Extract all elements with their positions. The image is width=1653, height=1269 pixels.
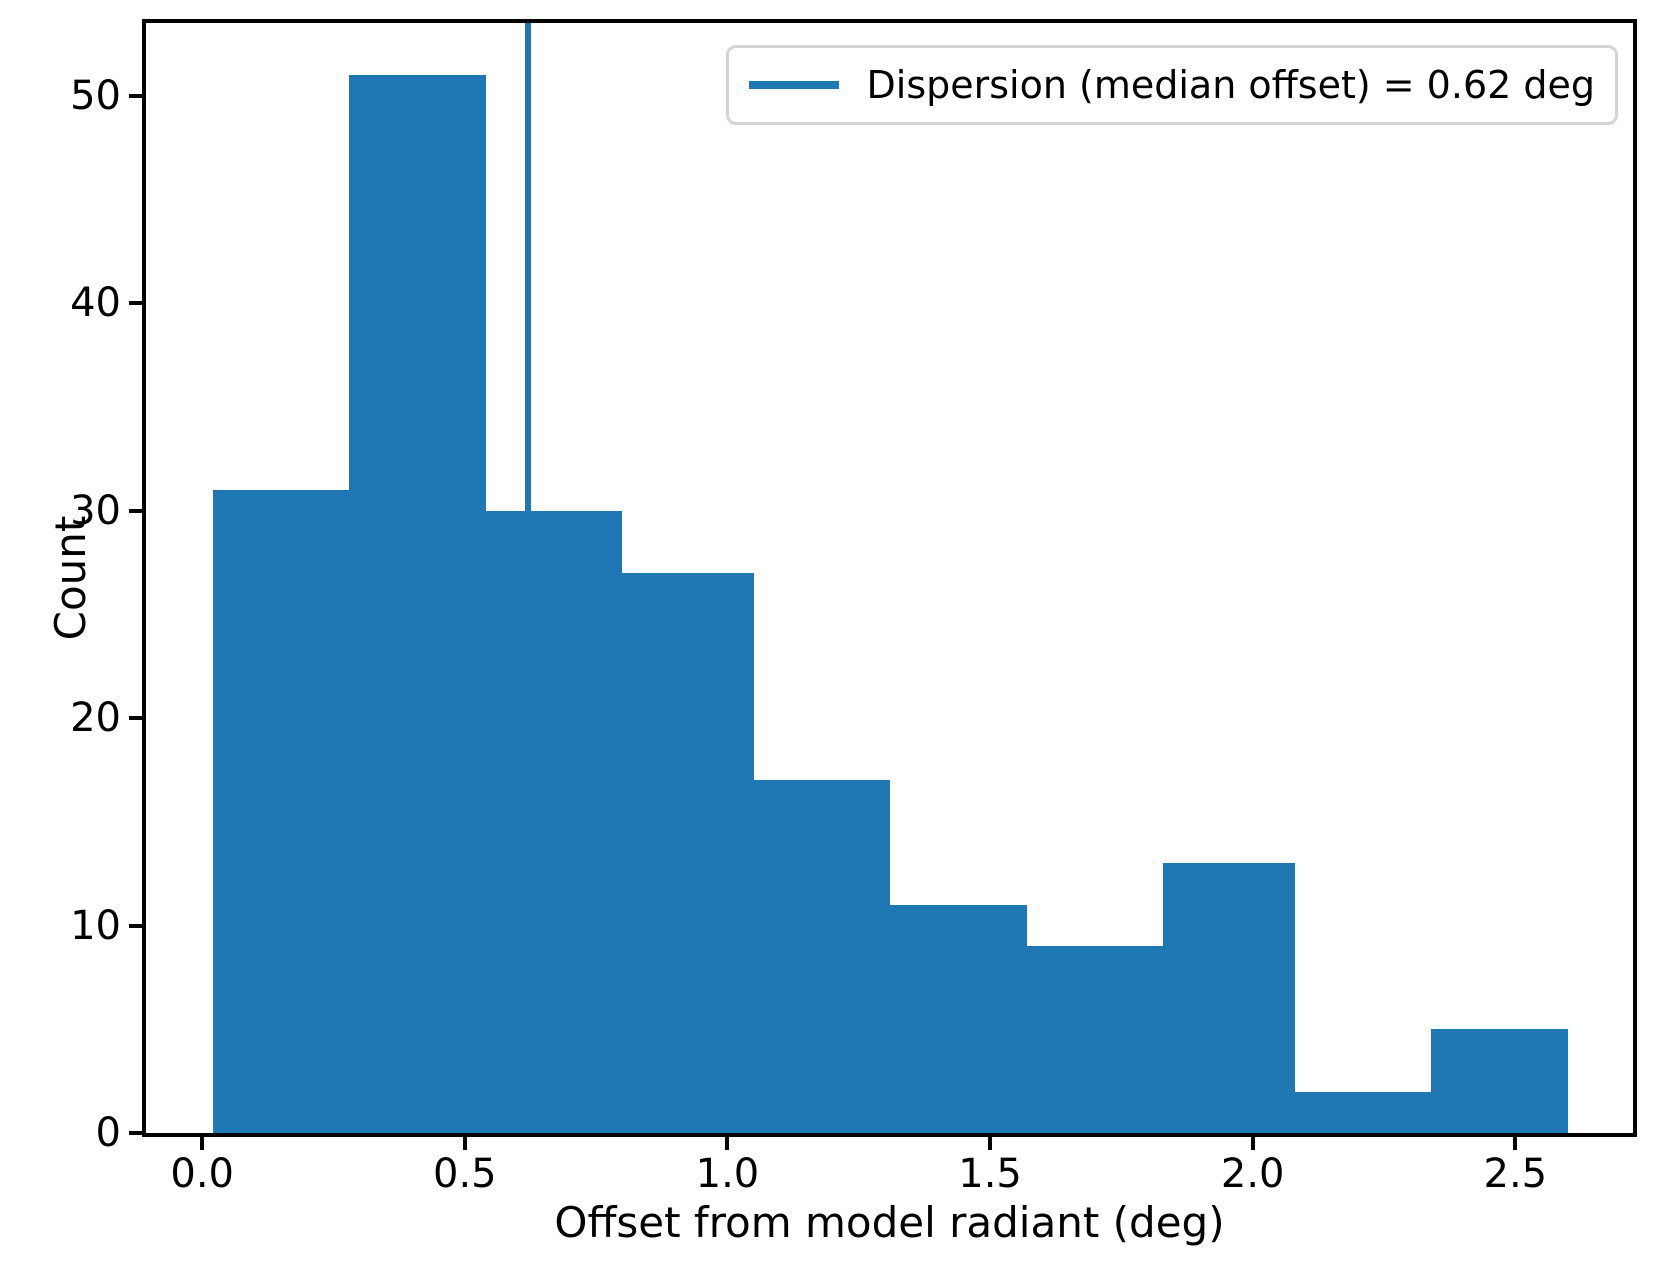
- x-tick-mark-0.5: [462, 1137, 467, 1150]
- histogram-bar-1: [349, 74, 486, 1133]
- y-tick-mark-0: [129, 1131, 142, 1135]
- histogram-bar-5: [890, 904, 1027, 1133]
- y-tick-label-10: 10: [70, 902, 121, 949]
- histogram-bar-8: [1294, 1091, 1432, 1133]
- y-tick-mark-20: [129, 716, 142, 721]
- x-tick-label-1.0: 1.0: [695, 1151, 760, 1197]
- x-tick-mark-0.0: [200, 1137, 205, 1150]
- x-tick-mark-1.5: [988, 1137, 993, 1150]
- y-tick-mark-50: [129, 93, 142, 98]
- histogram-bar-9: [1431, 1029, 1568, 1133]
- x-tick-label-1.5: 1.5: [958, 1151, 1022, 1197]
- y-tick-mark-30: [129, 508, 142, 513]
- y-tick-label-30: 30: [70, 487, 121, 534]
- histogram-bar-4: [753, 780, 891, 1133]
- legend: Dispersion (median offset) = 0.62 deg: [725, 45, 1618, 125]
- x-tick-mark-2.0: [1250, 1137, 1255, 1150]
- histogram-bar-6: [1026, 946, 1164, 1133]
- x-axis-title: Offset from model radiant (deg): [554, 1198, 1225, 1247]
- histogram-bar-7: [1163, 863, 1295, 1133]
- x-tick-label-2.0: 2.0: [1220, 1151, 1285, 1197]
- histogram-bar-0: [212, 489, 350, 1133]
- x-tick-mark-2.5: [1513, 1137, 1518, 1150]
- x-tick-mark-1.0: [725, 1137, 730, 1150]
- legend-label: Dispersion (median offset) = 0.62 deg: [866, 63, 1596, 107]
- histogram-bar-3: [622, 572, 754, 1133]
- y-tick-mark-40: [129, 301, 142, 306]
- plot-area: [146, 23, 1633, 1133]
- y-tick-label-20: 20: [70, 695, 121, 742]
- legend-line-swatch: [748, 81, 839, 89]
- histogram-bar-2: [485, 510, 623, 1133]
- median-line: [524, 23, 531, 1133]
- y-tick-label-50: 50: [70, 72, 121, 119]
- x-tick-label-2.5: 2.5: [1483, 1151, 1548, 1197]
- y-tick-label-0: 0: [95, 1110, 121, 1156]
- y-tick-mark-10: [129, 923, 142, 928]
- y-tick-label-40: 40: [70, 280, 121, 327]
- x-tick-label-0.0: 0.0: [170, 1151, 234, 1197]
- y-axis-title: Count: [45, 515, 95, 641]
- x-tick-label-0.5: 0.5: [433, 1151, 497, 1197]
